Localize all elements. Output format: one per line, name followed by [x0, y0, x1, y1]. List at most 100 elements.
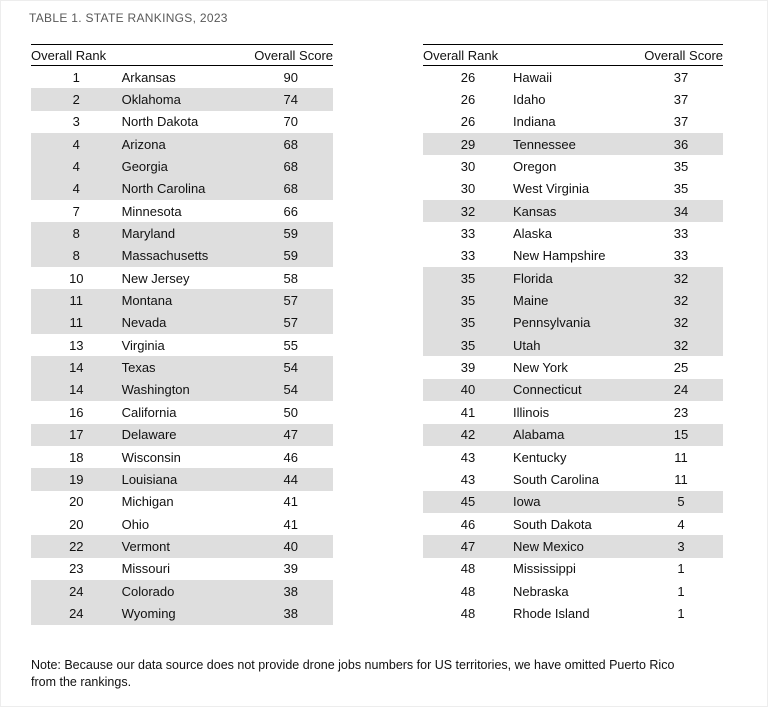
score-cell: 41	[283, 494, 298, 510]
score-cell: 47	[283, 427, 298, 443]
state-cell: West Virginia	[513, 181, 590, 197]
score-cell: 55	[283, 337, 298, 353]
table-row: 48 Mississippi 1	[423, 558, 723, 580]
rank-cell: 46	[460, 516, 476, 532]
score-cell: 58	[283, 270, 298, 286]
table-row: 26 Indiana 37	[423, 111, 723, 133]
table-row: 29 Tennessee 36	[423, 133, 723, 156]
table-row: 20 Michigan 41	[31, 491, 333, 513]
score-cell: 34	[673, 203, 689, 219]
rank-cell: 42	[460, 427, 476, 443]
rank-cell: 14	[69, 382, 84, 398]
state-cell: Kansas	[513, 203, 557, 219]
state-cell: Florida	[513, 270, 553, 286]
score-cell: 15	[673, 427, 689, 443]
state-cell: Utah	[513, 337, 541, 353]
score-cell: 54	[283, 360, 298, 376]
rank-cell: 8	[72, 248, 80, 264]
state-cell: Hawaii	[513, 69, 553, 85]
score-cell: 5	[677, 494, 685, 510]
state-cell: Nevada	[121, 315, 167, 331]
state-cell: Idaho	[513, 92, 546, 108]
score-cell: 38	[283, 583, 298, 599]
score-cell: 50	[283, 404, 298, 420]
rank-cell: 48	[460, 605, 476, 621]
table-row: 41 Illinois 23	[423, 401, 723, 423]
score-cell: 1	[677, 605, 685, 621]
rankings-table-left: Overall Rank Overall Score 1 Arkansas 90 2 O…	[31, 44, 333, 625]
state-cell: Kentucky	[513, 449, 567, 465]
rank-cell: 20	[69, 516, 84, 532]
score-cell: 32	[673, 315, 689, 331]
table-row: 20 Ohio 41	[31, 513, 333, 535]
table-row: 43 South Carolina 11	[423, 468, 723, 490]
score-cell: 1	[677, 583, 685, 599]
score-cell: 23	[673, 404, 689, 420]
rank-cell: 24	[69, 583, 84, 599]
rank-cell: 8	[72, 226, 80, 242]
rank-cell: 43	[460, 449, 476, 465]
tables-container: Overall Rank Overall Score 1 Arkansas 90 2 O…	[31, 44, 723, 625]
state-cell: New Hampshire	[513, 248, 606, 264]
state-cell: Connecticut	[513, 382, 582, 398]
state-cell: Arkansas	[121, 69, 176, 85]
rank-cell: 26	[460, 92, 476, 108]
state-cell: Indiana	[513, 114, 556, 130]
state-cell: New Jersey	[121, 270, 190, 286]
rank-cell: 47	[460, 538, 476, 554]
rank-cell: 48	[460, 583, 476, 599]
state-cell: Georgia	[121, 159, 168, 175]
rank-cell: 45	[460, 494, 476, 510]
rank-cell: 26	[460, 114, 476, 130]
state-cell: Oregon	[513, 159, 557, 175]
score-cell: 74	[283, 92, 298, 108]
state-cell: Pennsylvania	[513, 315, 591, 331]
score-cell: 35	[673, 181, 689, 197]
score-cell: 11	[674, 449, 688, 465]
state-cell: North Dakota	[121, 114, 199, 130]
table-row: 10 New Jersey 58	[31, 267, 333, 289]
table-row: 39 New York 25	[423, 356, 723, 378]
state-cell: North Carolina	[121, 181, 206, 197]
state-cell: Nebraska	[513, 583, 569, 599]
table-row: 2 Oklahoma 74	[31, 88, 333, 111]
state-cell: Colorado	[121, 583, 175, 599]
score-cell: 11	[674, 471, 688, 487]
state-cell: Minnesota	[121, 203, 182, 219]
rank-cell: 7	[72, 203, 80, 219]
rank-cell: 13	[69, 337, 84, 353]
table-row: 19 Louisiana 44	[31, 468, 333, 491]
table-row: 4 Georgia 68	[31, 155, 333, 178]
rankings-table-right-body: 26 Hawaii 37 26 Idaho 37 26 Indiana 37 29 Tennesse…	[423, 66, 723, 625]
table-row: 13 Virginia 55	[31, 334, 333, 356]
score-cell: 66	[283, 203, 298, 219]
state-cell: Louisiana	[121, 471, 178, 487]
rank-cell: 30	[460, 181, 476, 197]
score-cell: 70	[283, 114, 298, 130]
table-row: 40 Connecticut 24	[423, 378, 723, 402]
table-row: 23 Missouri 39	[31, 558, 333, 580]
state-cell: Virginia	[121, 337, 165, 353]
rank-cell: 22	[69, 538, 84, 554]
table-row: 1 Arkansas 90	[31, 66, 333, 89]
state-cell: South Carolina	[513, 471, 599, 487]
rank-cell: 41	[460, 404, 476, 420]
table-row: 33 New Hampshire 33	[423, 245, 723, 267]
score-cell: 40	[283, 538, 298, 554]
score-cell: 68	[283, 159, 298, 175]
header-row: Overall Rank Overall Score	[423, 44, 723, 66]
score-cell: 32	[673, 337, 689, 353]
rank-cell: 4	[72, 136, 80, 152]
rank-cell: 23	[69, 561, 84, 577]
table-row: 14 Texas 54	[31, 356, 333, 379]
column-header-overall-score: Overall Score	[248, 44, 333, 66]
score-cell: 4	[677, 516, 685, 532]
state-cell: Illinois	[513, 404, 550, 420]
rank-cell: 11	[69, 315, 84, 331]
state-cell: Alaska	[513, 226, 553, 242]
state-cell: Alabama	[513, 427, 565, 443]
table-row: 26 Idaho 37	[423, 88, 723, 110]
rank-cell: 11	[69, 293, 84, 309]
state-cell: Montana	[121, 293, 173, 309]
